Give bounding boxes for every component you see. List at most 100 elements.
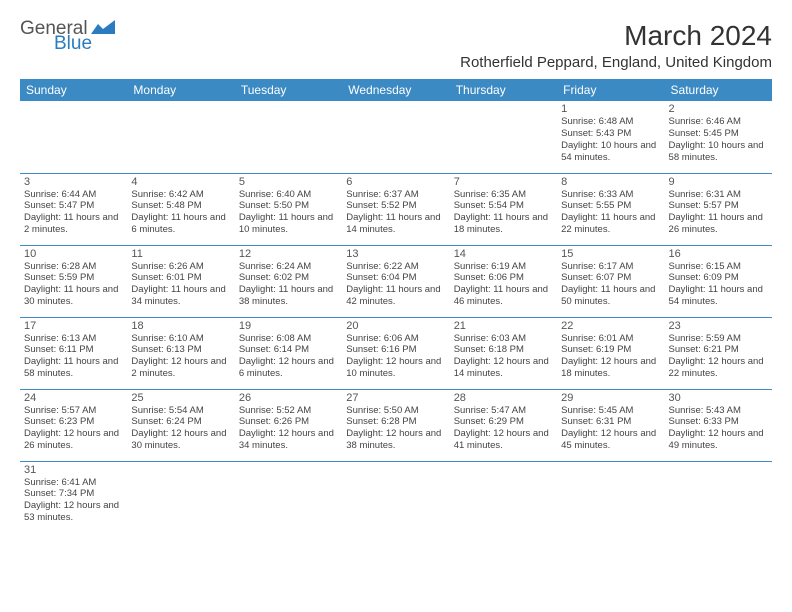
day-number: 7	[454, 176, 553, 188]
col-tuesday: Tuesday	[235, 79, 342, 101]
day-info: Sunrise: 6:37 AMSunset: 5:52 PMDaylight:…	[346, 189, 445, 237]
calendar-day-cell: 17Sunrise: 6:13 AMSunset: 6:11 PMDayligh…	[20, 317, 127, 389]
calendar-day-cell: 2Sunrise: 6:46 AMSunset: 5:45 PMDaylight…	[665, 101, 772, 173]
day-info: Sunrise: 5:47 AMSunset: 6:29 PMDaylight:…	[454, 405, 553, 453]
day-info: Sunrise: 6:22 AMSunset: 6:04 PMDaylight:…	[346, 261, 445, 309]
header: General March 2024 Rotherfield Peppard, …	[20, 20, 772, 71]
day-info: Sunrise: 6:19 AMSunset: 6:06 PMDaylight:…	[454, 261, 553, 309]
calendar-day-cell: 24Sunrise: 5:57 AMSunset: 6:23 PMDayligh…	[20, 389, 127, 461]
calendar-empty-cell	[342, 101, 449, 173]
calendar-day-cell: 12Sunrise: 6:24 AMSunset: 6:02 PMDayligh…	[235, 245, 342, 317]
col-saturday: Saturday	[665, 79, 772, 101]
calendar-week-row: 17Sunrise: 6:13 AMSunset: 6:11 PMDayligh…	[20, 317, 772, 389]
calendar-day-cell: 14Sunrise: 6:19 AMSunset: 6:06 PMDayligh…	[450, 245, 557, 317]
day-number: 29	[561, 392, 660, 404]
calendar-empty-cell	[235, 461, 342, 533]
col-sunday: Sunday	[20, 79, 127, 101]
day-number: 31	[24, 464, 123, 476]
day-info: Sunrise: 6:26 AMSunset: 6:01 PMDaylight:…	[131, 261, 230, 309]
calendar-day-cell: 7Sunrise: 6:35 AMSunset: 5:54 PMDaylight…	[450, 173, 557, 245]
calendar-week-row: 24Sunrise: 5:57 AMSunset: 6:23 PMDayligh…	[20, 389, 772, 461]
day-number: 20	[346, 320, 445, 332]
day-info: Sunrise: 6:15 AMSunset: 6:09 PMDaylight:…	[669, 261, 768, 309]
day-number: 5	[239, 176, 338, 188]
day-number: 9	[669, 176, 768, 188]
day-info: Sunrise: 6:03 AMSunset: 6:18 PMDaylight:…	[454, 333, 553, 381]
calendar-week-row: 31Sunrise: 6:41 AMSunset: 7:34 PMDayligh…	[20, 461, 772, 533]
day-number: 23	[669, 320, 768, 332]
day-info: Sunrise: 5:59 AMSunset: 6:21 PMDaylight:…	[669, 333, 768, 381]
col-monday: Monday	[127, 79, 234, 101]
day-number: 6	[346, 176, 445, 188]
calendar-empty-cell	[20, 101, 127, 173]
day-number: 17	[24, 320, 123, 332]
calendar-day-cell: 29Sunrise: 5:45 AMSunset: 6:31 PMDayligh…	[557, 389, 664, 461]
calendar-day-cell: 21Sunrise: 6:03 AMSunset: 6:18 PMDayligh…	[450, 317, 557, 389]
calendar-day-cell: 10Sunrise: 6:28 AMSunset: 5:59 PMDayligh…	[20, 245, 127, 317]
day-info: Sunrise: 6:48 AMSunset: 5:43 PMDaylight:…	[561, 116, 660, 164]
day-number: 14	[454, 248, 553, 260]
day-info: Sunrise: 6:01 AMSunset: 6:19 PMDaylight:…	[561, 333, 660, 381]
calendar-empty-cell	[127, 101, 234, 173]
calendar-day-cell: 28Sunrise: 5:47 AMSunset: 6:29 PMDayligh…	[450, 389, 557, 461]
title-block: March 2024 Rotherfield Peppard, England,…	[460, 20, 772, 71]
calendar-empty-cell	[450, 461, 557, 533]
day-number: 8	[561, 176, 660, 188]
calendar-empty-cell	[235, 101, 342, 173]
day-info: Sunrise: 6:44 AMSunset: 5:47 PMDaylight:…	[24, 189, 123, 237]
day-number: 28	[454, 392, 553, 404]
day-info: Sunrise: 6:13 AMSunset: 6:11 PMDaylight:…	[24, 333, 123, 381]
day-info: Sunrise: 5:50 AMSunset: 6:28 PMDaylight:…	[346, 405, 445, 453]
day-info: Sunrise: 6:17 AMSunset: 6:07 PMDaylight:…	[561, 261, 660, 309]
day-info: Sunrise: 5:52 AMSunset: 6:26 PMDaylight:…	[239, 405, 338, 453]
day-number: 19	[239, 320, 338, 332]
day-info: Sunrise: 6:33 AMSunset: 5:55 PMDaylight:…	[561, 189, 660, 237]
page-title: March 2024	[460, 20, 772, 52]
day-number: 15	[561, 248, 660, 260]
calendar-week-row: 3Sunrise: 6:44 AMSunset: 5:47 PMDaylight…	[20, 173, 772, 245]
calendar-day-cell: 11Sunrise: 6:26 AMSunset: 6:01 PMDayligh…	[127, 245, 234, 317]
day-info: Sunrise: 6:08 AMSunset: 6:14 PMDaylight:…	[239, 333, 338, 381]
calendar-day-cell: 31Sunrise: 6:41 AMSunset: 7:34 PMDayligh…	[20, 461, 127, 533]
calendar-day-cell: 1Sunrise: 6:48 AMSunset: 5:43 PMDaylight…	[557, 101, 664, 173]
calendar-empty-cell	[342, 461, 449, 533]
day-number: 21	[454, 320, 553, 332]
day-info: Sunrise: 6:42 AMSunset: 5:48 PMDaylight:…	[131, 189, 230, 237]
day-info: Sunrise: 6:41 AMSunset: 7:34 PMDaylight:…	[24, 477, 123, 525]
logo-overlay: General Blue	[20, 20, 121, 55]
day-info: Sunrise: 6:28 AMSunset: 5:59 PMDaylight:…	[24, 261, 123, 309]
calendar-week-row: 1Sunrise: 6:48 AMSunset: 5:43 PMDaylight…	[20, 101, 772, 173]
calendar-day-cell: 8Sunrise: 6:33 AMSunset: 5:55 PMDaylight…	[557, 173, 664, 245]
calendar-table: Sunday Monday Tuesday Wednesday Thursday…	[20, 79, 772, 533]
calendar-day-cell: 30Sunrise: 5:43 AMSunset: 6:33 PMDayligh…	[665, 389, 772, 461]
day-number: 3	[24, 176, 123, 188]
calendar-day-cell: 23Sunrise: 5:59 AMSunset: 6:21 PMDayligh…	[665, 317, 772, 389]
calendar-week-row: 10Sunrise: 6:28 AMSunset: 5:59 PMDayligh…	[20, 245, 772, 317]
day-info: Sunrise: 5:45 AMSunset: 6:31 PMDaylight:…	[561, 405, 660, 453]
day-number: 11	[131, 248, 230, 260]
calendar-day-cell: 13Sunrise: 6:22 AMSunset: 6:04 PMDayligh…	[342, 245, 449, 317]
calendar-day-cell: 5Sunrise: 6:40 AMSunset: 5:50 PMDaylight…	[235, 173, 342, 245]
day-number: 10	[24, 248, 123, 260]
col-thursday: Thursday	[450, 79, 557, 101]
chart-icon	[90, 20, 115, 37]
day-info: Sunrise: 5:43 AMSunset: 6:33 PMDaylight:…	[669, 405, 768, 453]
calendar-day-cell: 19Sunrise: 6:08 AMSunset: 6:14 PMDayligh…	[235, 317, 342, 389]
day-info: Sunrise: 6:35 AMSunset: 5:54 PMDaylight:…	[454, 189, 553, 237]
day-info: Sunrise: 6:31 AMSunset: 5:57 PMDaylight:…	[669, 189, 768, 237]
calendar-empty-cell	[557, 461, 664, 533]
col-friday: Friday	[557, 79, 664, 101]
col-wednesday: Wednesday	[342, 79, 449, 101]
day-info: Sunrise: 6:06 AMSunset: 6:16 PMDaylight:…	[346, 333, 445, 381]
day-info: Sunrise: 5:54 AMSunset: 6:24 PMDaylight:…	[131, 405, 230, 453]
day-number: 13	[346, 248, 445, 260]
day-number: 30	[669, 392, 768, 404]
day-number: 24	[24, 392, 123, 404]
day-number: 27	[346, 392, 445, 404]
calendar-day-cell: 20Sunrise: 6:06 AMSunset: 6:16 PMDayligh…	[342, 317, 449, 389]
calendar-day-cell: 27Sunrise: 5:50 AMSunset: 6:28 PMDayligh…	[342, 389, 449, 461]
day-number: 2	[669, 103, 768, 115]
day-number: 18	[131, 320, 230, 332]
day-number: 22	[561, 320, 660, 332]
calendar-header-row: Sunday Monday Tuesday Wednesday Thursday…	[20, 79, 772, 101]
